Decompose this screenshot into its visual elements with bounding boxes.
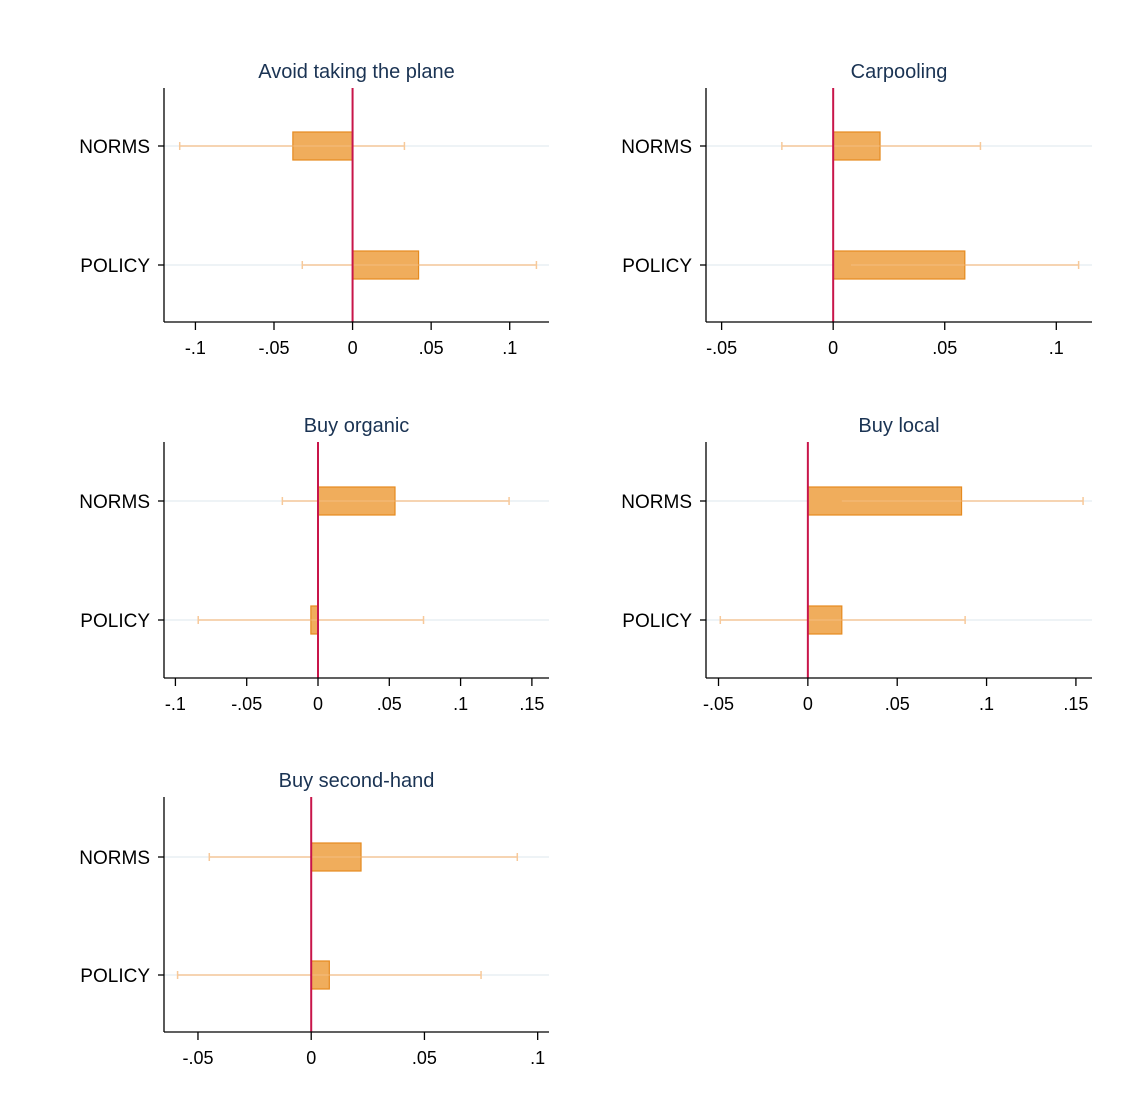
x-tick-label: .15 — [1063, 694, 1088, 714]
x-tick-label: .1 — [1049, 338, 1064, 358]
y-tick-label: NORMS — [79, 492, 150, 513]
x-tick-label: -.1 — [165, 694, 186, 714]
chart-panel: Buy second-hand NORMS POLICY -.05 0 .05 .1 — [79, 770, 549, 1068]
chart-panel: Carpooling NORMS POLICY -.05 0 .05 .1 — [621, 61, 1092, 358]
chart-title: Buy organic — [304, 415, 410, 437]
x-tick-label: .05 — [419, 338, 444, 358]
y-tick-label: NORMS — [621, 492, 692, 513]
x-tick-label: 0 — [306, 1048, 316, 1068]
chart-panel: Avoid taking the plane NORMS POLICY -.1 -.05… — [79, 61, 549, 358]
x-tick-label: 0 — [828, 338, 838, 358]
y-tick-label: POLICY — [622, 256, 692, 277]
chart-title: Avoid taking the plane — [258, 61, 454, 83]
x-tick-label: .1 — [979, 694, 994, 714]
x-tick-label: .1 — [502, 338, 517, 358]
x-tick-label: 0 — [803, 694, 813, 714]
x-tick-label: .05 — [932, 338, 957, 358]
y-tick-label: NORMS — [621, 137, 692, 158]
chart-title: Buy second-hand — [279, 770, 435, 792]
x-tick-label: .05 — [412, 1048, 437, 1068]
y-tick-label: POLICY — [80, 256, 150, 277]
x-tick-label: .1 — [453, 694, 468, 714]
x-tick-label: -.05 — [182, 1048, 213, 1068]
x-tick-label: -.05 — [231, 694, 262, 714]
x-tick-label: .05 — [885, 694, 910, 714]
y-tick-label: NORMS — [79, 137, 150, 158]
y-tick-label: POLICY — [80, 611, 150, 632]
x-tick-label: .05 — [377, 694, 402, 714]
x-tick-label: -.05 — [258, 338, 289, 358]
x-tick-label: .15 — [519, 694, 544, 714]
chart-title: Buy local — [858, 415, 939, 437]
chart-panel: Buy organic NORMS POLICY -.1 -.05 0 .05 .1 .15 — [79, 415, 549, 714]
chart-title: Carpooling — [851, 61, 948, 83]
y-tick-label: NORMS — [79, 848, 150, 869]
x-tick-label: 0 — [348, 338, 358, 358]
y-tick-label: POLICY — [80, 966, 150, 987]
y-tick-label: POLICY — [622, 611, 692, 632]
x-tick-label: .1 — [530, 1048, 545, 1068]
x-tick-label: -.1 — [185, 338, 206, 358]
x-tick-label: -.05 — [703, 694, 734, 714]
x-tick-label: 0 — [313, 694, 323, 714]
chart-panel: Buy local NORMS POLICY -.05 0 .05 .1 .15 — [621, 415, 1092, 714]
x-tick-label: -.05 — [706, 338, 737, 358]
